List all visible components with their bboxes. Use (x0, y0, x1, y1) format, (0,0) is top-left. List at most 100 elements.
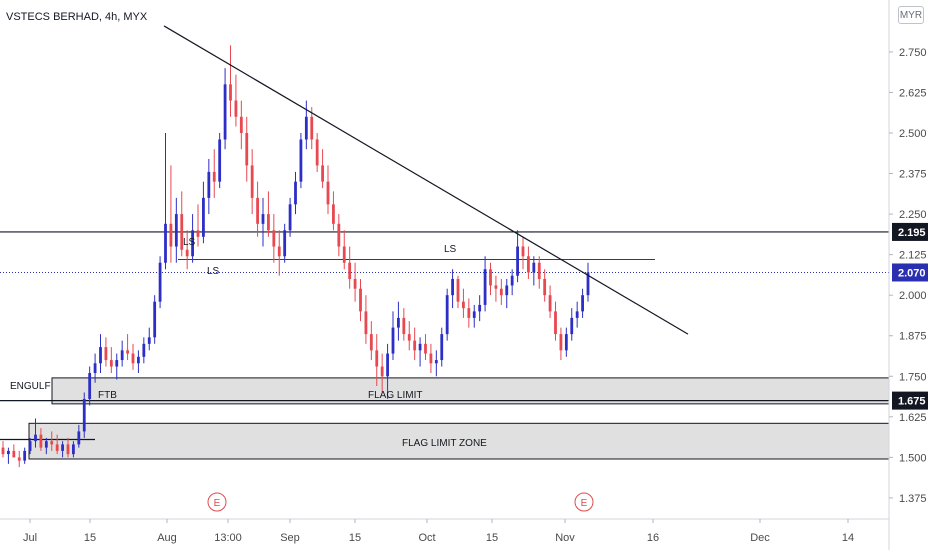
candle[interactable] (321, 149, 324, 189)
candle[interactable] (229, 45, 232, 117)
trendline[interactable] (163, 25, 689, 335)
candle[interactable] (451, 269, 454, 309)
candle[interactable] (288, 197, 292, 237)
candle[interactable] (489, 262, 492, 296)
candle[interactable] (407, 321, 411, 351)
candle[interactable] (375, 334, 379, 387)
candle[interactable] (429, 343, 433, 374)
candle[interactable] (440, 327, 444, 367)
candle[interactable] (505, 278, 509, 309)
candle[interactable] (467, 298, 471, 328)
candle[interactable] (391, 311, 395, 361)
candle[interactable] (402, 308, 406, 341)
candle[interactable] (7, 447, 10, 464)
candle[interactable] (191, 214, 194, 263)
candle[interactable] (337, 214, 341, 257)
candle[interactable] (261, 197, 265, 247)
candle[interactable] (456, 275, 460, 309)
earnings-marker-1[interactable]: E (207, 492, 227, 512)
time-axis[interactable]: Jul 15 Aug 13:00 Sep 15 Oct 15 Nov 16 Dec 14 (23, 519, 854, 544)
candle[interactable] (147, 327, 151, 351)
candle[interactable] (294, 171, 297, 215)
candle[interactable] (39, 428, 43, 451)
candle[interactable] (1, 441, 5, 458)
candle[interactable] (348, 246, 352, 289)
candle[interactable] (581, 288, 584, 318)
candle[interactable] (23, 447, 27, 464)
candle[interactable] (369, 321, 373, 361)
candle[interactable] (55, 434, 59, 455)
candle[interactable] (462, 288, 465, 318)
candle[interactable] (174, 197, 178, 263)
candle[interactable] (510, 269, 514, 296)
candle[interactable] (153, 295, 157, 344)
price-axis[interactable]: 2.750 2.625 2.500 2.375 2.250 2.125 2.000 1.875… (889, 47, 927, 505)
candle[interactable] (126, 334, 129, 361)
candle[interactable] (364, 295, 368, 344)
candle[interactable] (283, 223, 287, 263)
earnings-marker-2[interactable]: E (574, 492, 594, 512)
candle[interactable] (99, 334, 102, 374)
candle[interactable] (332, 191, 335, 231)
candle[interactable] (359, 278, 362, 322)
candle[interactable] (353, 262, 357, 302)
candle[interactable] (88, 366, 92, 406)
candle[interactable] (478, 295, 482, 322)
candle[interactable] (115, 353, 119, 380)
candle[interactable] (44, 437, 48, 455)
candle[interactable] (239, 100, 243, 150)
candle[interactable] (185, 230, 189, 270)
candle[interactable] (234, 74, 238, 127)
candle[interactable] (223, 68, 227, 150)
candle[interactable] (169, 165, 173, 263)
candle[interactable] (570, 308, 574, 341)
candle[interactable] (516, 230, 519, 283)
candle[interactable] (272, 214, 276, 263)
candle[interactable] (277, 230, 281, 276)
candle[interactable] (34, 418, 37, 448)
candle[interactable] (72, 441, 75, 458)
candle[interactable] (397, 301, 400, 341)
candle[interactable] (532, 256, 536, 286)
candle[interactable] (218, 132, 222, 189)
candle[interactable] (17, 450, 21, 468)
candle[interactable] (521, 236, 525, 270)
candle[interactable] (256, 181, 259, 237)
candle[interactable] (207, 158, 211, 215)
candle[interactable] (494, 275, 498, 302)
candle[interactable] (554, 301, 557, 341)
candle[interactable] (131, 343, 135, 370)
candle[interactable] (527, 246, 530, 279)
candle[interactable] (120, 340, 124, 367)
candle[interactable] (472, 304, 476, 328)
candle[interactable] (12, 444, 16, 458)
candle[interactable] (418, 337, 422, 367)
candle[interactable] (212, 149, 216, 198)
candle[interactable] (499, 278, 503, 305)
candle[interactable] (483, 256, 487, 312)
candle[interactable] (245, 116, 249, 182)
candle[interactable] (304, 100, 308, 150)
candle[interactable] (158, 256, 162, 309)
candle[interactable] (548, 285, 552, 318)
candle[interactable] (66, 437, 70, 458)
candle[interactable] (82, 392, 86, 438)
candle[interactable] (537, 256, 541, 289)
candle[interactable] (586, 262, 590, 302)
candle[interactable] (180, 191, 184, 257)
candle[interactable] (109, 347, 113, 374)
candle[interactable] (575, 301, 579, 328)
candle[interactable] (137, 350, 140, 374)
candle[interactable] (564, 327, 568, 357)
candle[interactable] (445, 288, 449, 341)
candle[interactable] (267, 191, 270, 237)
candle[interactable] (164, 132, 167, 270)
candle[interactable] (196, 204, 200, 247)
candle[interactable] (380, 353, 384, 393)
candle[interactable] (93, 353, 97, 383)
candle[interactable] (543, 269, 547, 302)
candle[interactable] (424, 334, 427, 361)
candle[interactable] (61, 441, 64, 458)
candle[interactable] (142, 337, 146, 364)
